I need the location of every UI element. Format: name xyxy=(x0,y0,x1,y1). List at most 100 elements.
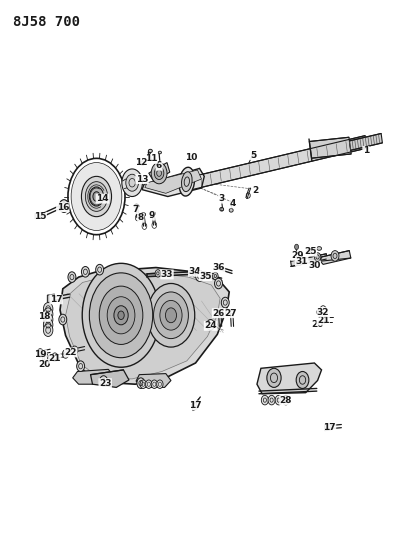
Text: 8: 8 xyxy=(138,213,144,222)
Text: 34: 34 xyxy=(188,268,201,276)
Text: 17: 17 xyxy=(50,295,62,304)
Circle shape xyxy=(71,163,122,230)
Circle shape xyxy=(166,308,176,322)
Circle shape xyxy=(151,380,158,389)
Polygon shape xyxy=(145,170,201,193)
Text: 16: 16 xyxy=(57,203,69,212)
Circle shape xyxy=(37,349,43,357)
Circle shape xyxy=(93,192,100,201)
Ellipse shape xyxy=(321,320,325,324)
Polygon shape xyxy=(65,273,220,379)
Ellipse shape xyxy=(148,149,152,152)
Text: 10: 10 xyxy=(186,153,198,162)
Text: 21: 21 xyxy=(317,316,329,325)
Circle shape xyxy=(118,311,124,319)
Text: 15: 15 xyxy=(34,212,46,221)
Text: 9: 9 xyxy=(149,211,155,220)
Circle shape xyxy=(207,319,215,330)
Polygon shape xyxy=(350,133,382,150)
Circle shape xyxy=(89,273,153,358)
Circle shape xyxy=(59,200,69,213)
Text: 33: 33 xyxy=(161,270,173,279)
Circle shape xyxy=(154,292,188,338)
Polygon shape xyxy=(320,251,351,264)
Circle shape xyxy=(268,395,275,405)
Text: 24: 24 xyxy=(204,321,217,330)
Circle shape xyxy=(296,257,302,265)
Circle shape xyxy=(43,324,53,336)
Circle shape xyxy=(140,380,146,389)
Circle shape xyxy=(282,395,289,405)
Text: 36: 36 xyxy=(212,263,225,272)
Circle shape xyxy=(85,182,108,212)
Text: 3: 3 xyxy=(218,194,224,203)
Polygon shape xyxy=(73,369,114,384)
Text: 20: 20 xyxy=(311,320,324,329)
Text: 12: 12 xyxy=(134,158,147,167)
Circle shape xyxy=(114,306,128,325)
Polygon shape xyxy=(191,135,367,190)
Circle shape xyxy=(267,368,281,387)
Ellipse shape xyxy=(141,213,146,216)
Ellipse shape xyxy=(322,316,326,319)
Text: 22: 22 xyxy=(65,348,77,357)
Text: 17: 17 xyxy=(323,423,336,432)
Text: 35: 35 xyxy=(199,271,212,280)
Circle shape xyxy=(100,376,108,386)
Circle shape xyxy=(155,270,161,277)
Circle shape xyxy=(82,263,160,367)
Polygon shape xyxy=(192,402,198,411)
Text: 7: 7 xyxy=(132,205,138,214)
Text: 17: 17 xyxy=(189,401,202,410)
Ellipse shape xyxy=(317,247,322,251)
Circle shape xyxy=(89,187,104,206)
Circle shape xyxy=(43,313,53,326)
Circle shape xyxy=(81,176,112,216)
Circle shape xyxy=(62,350,69,358)
Text: 8J58 700: 8J58 700 xyxy=(13,14,80,29)
Circle shape xyxy=(126,174,138,191)
Polygon shape xyxy=(257,363,322,394)
Text: 26: 26 xyxy=(212,309,225,318)
Polygon shape xyxy=(290,254,327,266)
Text: 30: 30 xyxy=(308,261,320,270)
Text: 20: 20 xyxy=(38,360,50,368)
Polygon shape xyxy=(60,268,229,384)
Text: 14: 14 xyxy=(96,194,109,203)
Circle shape xyxy=(59,314,67,325)
Text: 19: 19 xyxy=(34,350,47,359)
Circle shape xyxy=(71,346,78,354)
Circle shape xyxy=(147,284,195,347)
Circle shape xyxy=(331,251,339,261)
Ellipse shape xyxy=(220,207,224,211)
Circle shape xyxy=(215,278,223,289)
Ellipse shape xyxy=(316,310,320,314)
Ellipse shape xyxy=(134,204,139,208)
Ellipse shape xyxy=(151,212,156,215)
Circle shape xyxy=(261,395,269,405)
Ellipse shape xyxy=(229,310,234,314)
Ellipse shape xyxy=(182,172,192,191)
Circle shape xyxy=(151,163,167,184)
Ellipse shape xyxy=(229,208,233,212)
Polygon shape xyxy=(142,168,204,197)
Polygon shape xyxy=(325,423,331,431)
Circle shape xyxy=(43,354,49,362)
Polygon shape xyxy=(91,370,129,387)
Circle shape xyxy=(192,270,198,277)
Circle shape xyxy=(213,272,218,280)
Polygon shape xyxy=(47,294,55,303)
Text: 29: 29 xyxy=(291,252,304,261)
Circle shape xyxy=(43,318,53,331)
Circle shape xyxy=(96,264,104,275)
Ellipse shape xyxy=(179,167,195,196)
Ellipse shape xyxy=(218,310,223,314)
Circle shape xyxy=(81,266,89,277)
Text: 25: 25 xyxy=(304,247,317,256)
Text: 27: 27 xyxy=(224,309,237,318)
Circle shape xyxy=(307,248,311,253)
Circle shape xyxy=(154,167,164,180)
Circle shape xyxy=(137,378,145,389)
Text: 28: 28 xyxy=(280,395,292,405)
Text: 1: 1 xyxy=(363,147,369,156)
